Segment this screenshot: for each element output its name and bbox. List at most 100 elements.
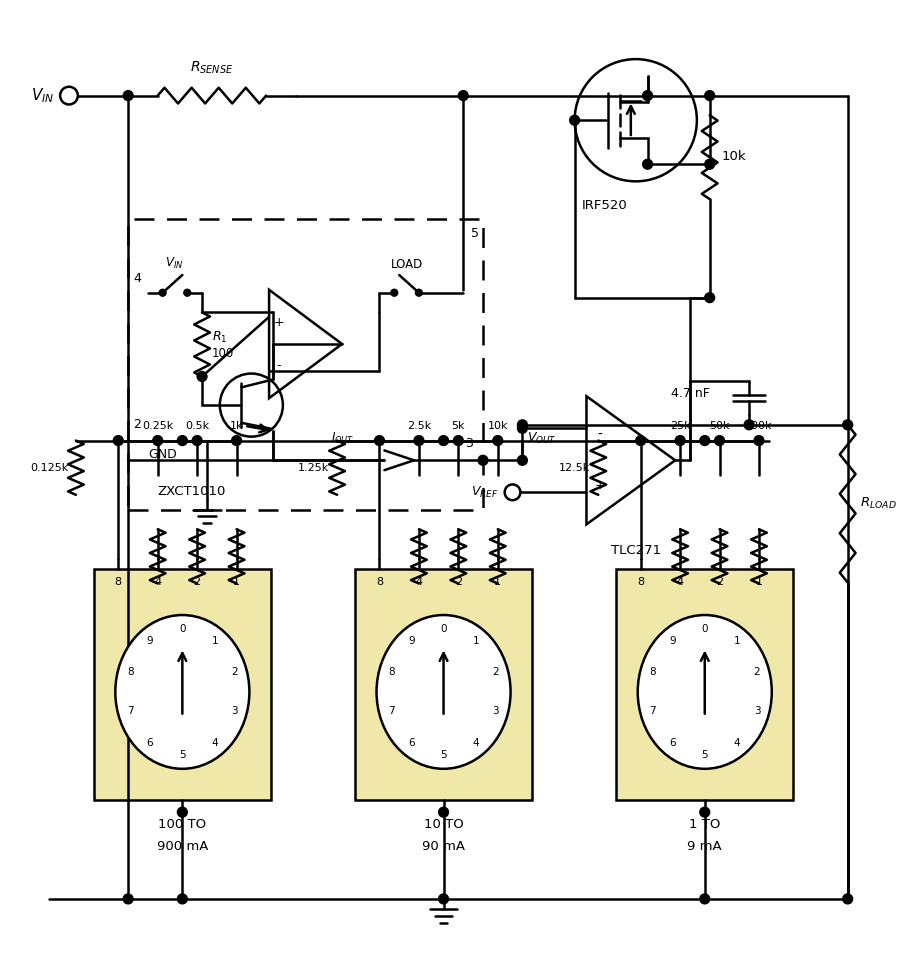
- Text: 7: 7: [649, 707, 656, 716]
- Text: 0.25k: 0.25k: [142, 420, 174, 431]
- Text: 1: 1: [472, 636, 479, 646]
- Circle shape: [635, 436, 645, 445]
- Circle shape: [570, 115, 580, 125]
- Text: 1: 1: [212, 636, 218, 646]
- Circle shape: [754, 436, 764, 445]
- Text: 2: 2: [492, 667, 500, 678]
- Bar: [355, 568, 532, 801]
- Circle shape: [458, 90, 468, 101]
- Circle shape: [700, 807, 710, 817]
- Circle shape: [197, 372, 207, 381]
- Text: 6: 6: [147, 738, 153, 748]
- Text: 2: 2: [753, 667, 760, 678]
- Text: 100: 100: [212, 347, 234, 360]
- Text: 3: 3: [753, 707, 760, 716]
- Circle shape: [454, 436, 464, 445]
- Text: 90 mA: 90 mA: [422, 840, 465, 852]
- Text: 2: 2: [716, 577, 723, 587]
- Circle shape: [231, 436, 241, 445]
- Circle shape: [705, 293, 715, 302]
- Ellipse shape: [376, 615, 510, 769]
- Circle shape: [518, 423, 527, 433]
- Circle shape: [159, 289, 166, 297]
- Text: 5: 5: [179, 750, 185, 760]
- Text: $R_1$: $R_1$: [212, 330, 228, 346]
- Circle shape: [374, 436, 384, 445]
- Circle shape: [842, 420, 852, 430]
- Circle shape: [193, 436, 202, 445]
- Text: 12.5k: 12.5k: [559, 463, 590, 473]
- Text: GND: GND: [148, 448, 176, 462]
- Text: 8: 8: [127, 667, 133, 678]
- Text: 2.5k: 2.5k: [407, 420, 431, 431]
- Text: 900 mA: 900 mA: [157, 840, 208, 852]
- Circle shape: [416, 289, 422, 297]
- Circle shape: [700, 894, 710, 903]
- Text: $V_{IN}$: $V_{IN}$: [31, 86, 54, 105]
- Text: $V_{IN}$: $V_{IN}$: [166, 256, 184, 271]
- Text: $R_{LOAD}$: $R_{LOAD}$: [860, 496, 896, 512]
- Circle shape: [675, 436, 685, 445]
- Circle shape: [123, 90, 133, 101]
- Circle shape: [842, 894, 852, 903]
- Text: 2: 2: [231, 667, 238, 678]
- Text: 1.25k: 1.25k: [298, 463, 329, 473]
- Circle shape: [438, 894, 448, 903]
- Text: 5: 5: [472, 227, 479, 240]
- Text: $R_{SENSE}$: $R_{SENSE}$: [190, 60, 234, 76]
- Text: 1 TO: 1 TO: [689, 818, 720, 831]
- Circle shape: [177, 807, 187, 817]
- Text: 3: 3: [465, 438, 473, 450]
- Circle shape: [123, 894, 133, 903]
- Text: TLC271: TLC271: [611, 544, 661, 557]
- Circle shape: [643, 159, 652, 169]
- Text: 6: 6: [408, 738, 415, 748]
- Text: 9: 9: [408, 636, 415, 646]
- Text: 8: 8: [388, 667, 394, 678]
- Text: 2: 2: [133, 418, 141, 431]
- Ellipse shape: [638, 615, 772, 769]
- Text: 4: 4: [472, 738, 479, 748]
- Text: LOAD: LOAD: [391, 258, 423, 271]
- Circle shape: [643, 90, 652, 101]
- Circle shape: [700, 436, 710, 445]
- Text: 10 TO: 10 TO: [424, 818, 464, 831]
- Circle shape: [184, 289, 191, 297]
- Text: 10k: 10k: [722, 150, 746, 163]
- Circle shape: [177, 436, 187, 445]
- Circle shape: [744, 420, 754, 430]
- Text: 9 mA: 9 mA: [688, 840, 722, 852]
- Text: 10k: 10k: [488, 420, 508, 431]
- Text: 2: 2: [454, 577, 462, 587]
- Circle shape: [715, 436, 724, 445]
- Text: 1: 1: [755, 577, 762, 587]
- Text: 4: 4: [677, 577, 684, 587]
- Text: $I_{OUT}$: $I_{OUT}$: [331, 431, 355, 446]
- Text: 1k: 1k: [230, 420, 243, 431]
- Text: 9: 9: [669, 636, 676, 646]
- Text: 0: 0: [179, 624, 185, 634]
- Text: 8: 8: [637, 577, 644, 587]
- Circle shape: [438, 807, 448, 817]
- Text: 4: 4: [415, 577, 422, 587]
- Text: 8: 8: [376, 577, 383, 587]
- Bar: [94, 568, 271, 801]
- Text: 4.7 nF: 4.7 nF: [670, 387, 710, 399]
- Text: 9: 9: [147, 636, 153, 646]
- Circle shape: [414, 436, 424, 445]
- Text: 2: 2: [194, 577, 201, 587]
- Text: -: -: [598, 427, 603, 442]
- Circle shape: [113, 436, 123, 445]
- Text: 0.125k: 0.125k: [30, 463, 68, 473]
- Text: 0: 0: [440, 624, 446, 634]
- Text: 1: 1: [233, 577, 240, 587]
- Text: 1: 1: [494, 577, 501, 587]
- Text: 1: 1: [734, 636, 741, 646]
- Text: 3: 3: [492, 707, 500, 716]
- Text: 5: 5: [440, 750, 447, 760]
- Text: $V_{REF}$: $V_{REF}$: [472, 485, 499, 500]
- Circle shape: [153, 436, 163, 445]
- Text: 4: 4: [133, 272, 141, 285]
- Circle shape: [391, 289, 398, 297]
- Text: 5k: 5k: [452, 420, 465, 431]
